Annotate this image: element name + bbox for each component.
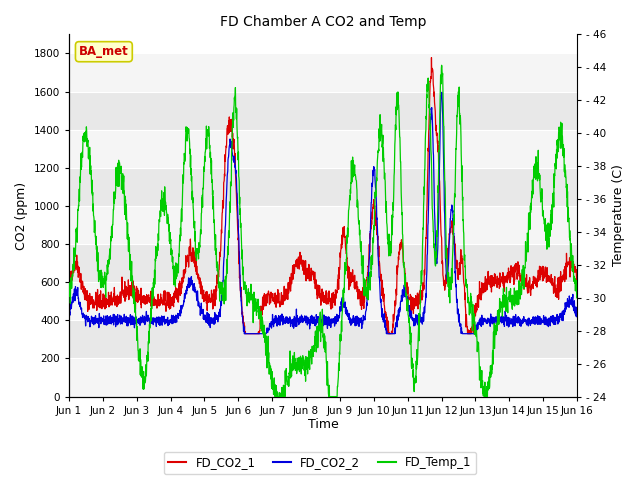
Y-axis label: CO2 (ppm): CO2 (ppm) [15, 181, 28, 250]
Bar [69, 359, 577, 396]
Bar [69, 168, 577, 206]
X-axis label: Time: Time [308, 419, 339, 432]
Bar [69, 244, 577, 282]
Y-axis label: Temperature (C): Temperature (C) [612, 165, 625, 266]
Bar [69, 206, 577, 244]
Legend: FD_CO2_1, FD_CO2_2, FD_Temp_1: FD_CO2_1, FD_CO2_2, FD_Temp_1 [164, 452, 476, 474]
Bar [69, 320, 577, 359]
Bar [69, 282, 577, 320]
Title: FD Chamber A CO2 and Temp: FD Chamber A CO2 and Temp [220, 15, 426, 29]
Text: BA_met: BA_met [79, 45, 129, 58]
Bar [69, 130, 577, 168]
Bar [69, 92, 577, 130]
Bar [69, 53, 577, 92]
